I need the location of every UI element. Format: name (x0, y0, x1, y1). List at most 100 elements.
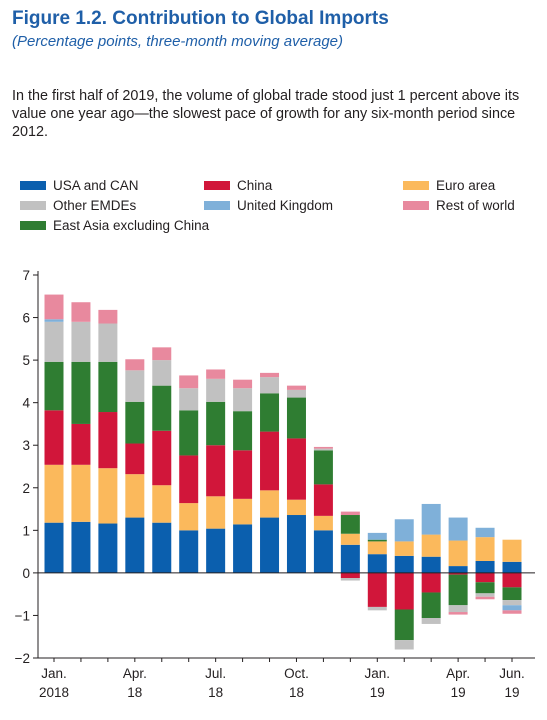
bar-segment-east-asia-excluding-china (125, 401, 145, 444)
bar-segment-usa-and-can (286, 515, 306, 573)
bar-segment-usa-and-can (152, 522, 172, 573)
bar-segment-china (313, 484, 333, 516)
legend-label: China (237, 178, 273, 193)
bar-segment-euro-area (340, 533, 360, 545)
bar-segment-china (179, 455, 199, 504)
legend-label: Rest of world (436, 198, 515, 213)
bar-segment-rest-of-world (260, 372, 280, 378)
x-tick-label: Apr. (123, 666, 147, 681)
bar-segment-usa-and-can (44, 522, 64, 573)
bar-segment-east-asia-excluding-china (233, 411, 253, 451)
bar-segment-euro-area (44, 464, 64, 523)
chart-legend: USA and CAN China Euro area Other EMDEs … (20, 178, 540, 238)
bar-segment-united-kingdom (421, 503, 441, 535)
figure-description: In the first half of 2019, the volume of… (12, 88, 520, 140)
bar-segment-east-asia-excluding-china (340, 515, 360, 534)
bar-segment-rest-of-world (152, 347, 172, 361)
legend-item-usa-and-can: USA and CAN (20, 178, 139, 193)
bar-segment-usa-and-can (448, 566, 468, 573)
bar-segment-east-asia-excluding-china (475, 582, 495, 594)
x-tick-label: 19 (451, 685, 466, 700)
bar-segment-east-asia-excluding-china (286, 397, 306, 439)
bar-segment-other-emdes (179, 388, 199, 411)
bar-segment-euro-area (206, 496, 226, 529)
bar-segment-east-asia-excluding-china (394, 609, 414, 641)
y-tick-label: 7 (22, 268, 30, 283)
bar-segment-rest-of-world (286, 385, 306, 390)
bar-segment-rest-of-world (206, 369, 226, 379)
legend-swatch (403, 201, 429, 210)
bar-segment-other-emdes (448, 605, 468, 613)
bar-segment-euro-area (313, 515, 333, 531)
bar-segment-other-emdes (313, 448, 333, 451)
bar-segment-other-emdes (286, 389, 306, 398)
bar-segment-other-emdes (44, 321, 64, 362)
legend-label: Other EMDEs (53, 198, 137, 213)
bar-segment-rest-of-world (475, 596, 495, 600)
bar-segment-usa-and-can (179, 530, 199, 573)
bar-segment-china (340, 572, 360, 578)
bar-segment-china (286, 438, 306, 500)
bar-segment-east-asia-excluding-china (421, 592, 441, 618)
bar-segment-east-asia-excluding-china (179, 410, 199, 456)
bar-segment-china (475, 572, 495, 583)
x-tick-label: 19 (504, 685, 519, 700)
x-tick-label: 19 (370, 685, 385, 700)
bar-segment-united-kingdom (367, 532, 387, 540)
bar-segment-usa-and-can (125, 517, 145, 573)
x-tick-label: 18 (289, 685, 304, 700)
x-tick-label: Jan. (41, 666, 67, 681)
legend-item-united-kingdom: United Kingdom (204, 198, 333, 213)
legend-label: USA and CAN (53, 178, 139, 193)
y-tick-label: 4 (22, 396, 30, 411)
bar-segment-rest-of-world (313, 446, 333, 449)
bar-segment-east-asia-excluding-china (260, 393, 280, 432)
y-tick-label: 0 (22, 566, 30, 581)
bar-segment-other-emdes (340, 577, 360, 581)
bar-segment-united-kingdom (502, 605, 522, 611)
x-tick-label: Apr. (446, 666, 470, 681)
y-tick-label: 5 (22, 353, 30, 368)
bar-segment-euro-area (152, 485, 172, 523)
bar-segment-usa-and-can (260, 517, 280, 573)
legend-swatch (20, 201, 46, 210)
bar-segment-other-emdes (502, 600, 522, 606)
legend-swatch (204, 201, 230, 210)
bar-segment-east-asia-excluding-china (367, 539, 387, 542)
bar-segment-usa-and-can (367, 554, 387, 573)
bar-segment-rest-of-world (125, 359, 145, 371)
bar-segment-china (394, 572, 414, 610)
bar-segment-other-emdes (206, 378, 226, 402)
bar-segment-east-asia-excluding-china (448, 574, 468, 606)
legend-swatch (403, 181, 429, 190)
bar-segment-usa-and-can (206, 528, 226, 573)
bar-segment-rest-of-world (98, 309, 118, 324)
bar-segment-rest-of-world (448, 612, 468, 615)
bar-segment-china (448, 572, 468, 575)
y-tick-label: −2 (15, 651, 30, 666)
x-tick-label: 18 (127, 685, 142, 700)
bar-segment-china (44, 410, 64, 465)
legend-item-east-asia-excluding-china: East Asia excluding China (20, 218, 209, 233)
bar-segment-rest-of-world (179, 375, 199, 389)
bar-segment-other-emdes (152, 360, 172, 386)
bar-segment-east-asia-excluding-china (206, 401, 226, 446)
bar-segment-china (367, 572, 387, 607)
bar-segment-euro-area (367, 541, 387, 555)
bar-segment-euro-area (421, 534, 441, 557)
legend-swatch (20, 221, 46, 230)
legend-label: East Asia excluding China (53, 218, 210, 233)
x-tick-label: Oct. (284, 666, 309, 681)
bar-segment-euro-area (179, 503, 199, 531)
bar-segment-china (421, 572, 441, 593)
x-tick-label: 18 (208, 685, 223, 700)
bar-segment-east-asia-excluding-china (98, 361, 118, 413)
bar-segment-usa-and-can (98, 523, 118, 573)
bar-segment-other-emdes (394, 640, 414, 650)
bar-segment-usa-and-can (313, 530, 333, 573)
bar-segment-euro-area (125, 474, 145, 518)
bar-segment-usa-and-can (475, 560, 495, 573)
bar-segment-euro-area (98, 468, 118, 524)
legend-item-rest-of-world: Rest of world (403, 198, 515, 213)
bar-segment-united-kingdom (44, 319, 64, 322)
